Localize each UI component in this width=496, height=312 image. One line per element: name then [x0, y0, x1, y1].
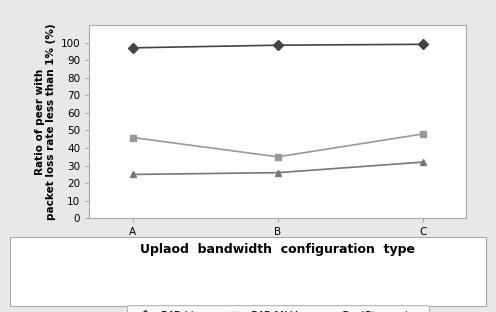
Legend: P4P-Live, P4P-MLU, CoolStreaming: P4P-Live, P4P-MLU, CoolStreaming	[127, 305, 429, 312]
Y-axis label: Ratio of peer with
packet loss rate less than 1% (%): Ratio of peer with packet loss rate less…	[35, 23, 57, 220]
P4P-Live	[130, 46, 136, 50]
P4P-Live	[275, 43, 281, 47]
Line: P4P-Live: P4P-Live	[129, 41, 426, 51]
Line: P4P-MLU: P4P-MLU	[129, 130, 426, 160]
Line: CoolStreaming: CoolStreaming	[129, 159, 426, 178]
CoolStreaming	[275, 171, 281, 174]
P4P-MLU	[130, 136, 136, 139]
P4P-Live	[420, 42, 426, 46]
CoolStreaming	[130, 173, 136, 176]
P4P-MLU	[420, 132, 426, 136]
CoolStreaming	[420, 160, 426, 164]
P4P-MLU	[275, 155, 281, 159]
X-axis label: Uplaod  bandwidth  configuration  type: Uplaod bandwidth configuration type	[140, 243, 415, 256]
